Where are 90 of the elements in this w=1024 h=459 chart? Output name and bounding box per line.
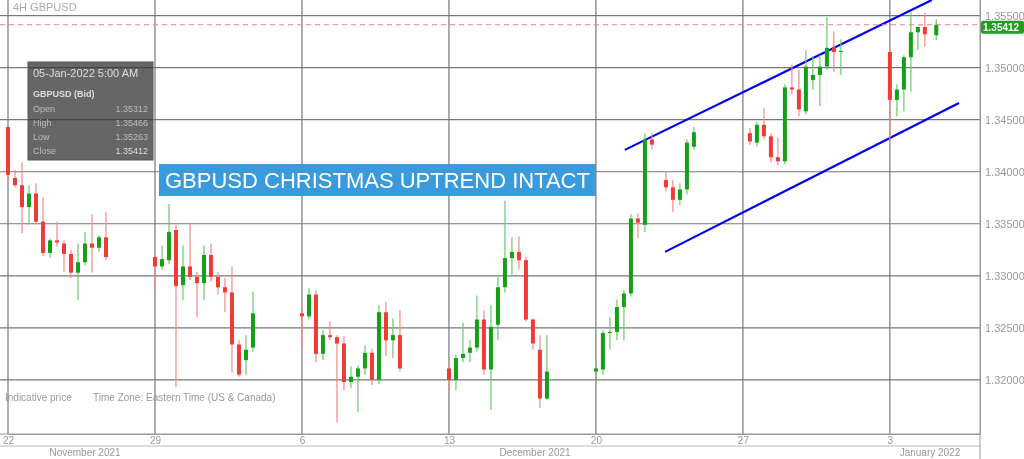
candlestick: [348, 365, 353, 389]
candlestick: [635, 212, 640, 239]
x-tick-label: 29: [149, 435, 162, 447]
y-tick-label: 1.32000: [985, 373, 1024, 386]
candlestick: [47, 237, 52, 259]
candlestick: [530, 317, 535, 351]
candlestick: [215, 271, 220, 296]
candlestick: [27, 184, 31, 226]
y-tick-label: 1.35500: [985, 9, 1024, 22]
text: GBPUSD CHRISTMAS UPTREND INTACT: [165, 168, 590, 193]
candlestick: [68, 249, 73, 279]
candlestick: [194, 271, 199, 319]
x-tick-label: 6: [299, 435, 306, 447]
candlestick: [670, 179, 675, 213]
text: November 2021: [49, 447, 122, 458]
candlestick: [467, 339, 472, 363]
y-tick-label: 1.33500: [985, 217, 1024, 230]
candlestick: [159, 245, 164, 271]
candlestick: [103, 211, 108, 261]
candlestick: [208, 242, 213, 283]
candlestick: [831, 30, 836, 73]
candlestick: [817, 54, 822, 107]
annotation: 1.35263: [115, 132, 148, 142]
candlestick: [649, 132, 654, 151]
candlestick: [446, 361, 451, 391]
y-tick-label: 1.32500: [985, 321, 1024, 334]
annotation: 05-Jan-2022 5:00 AM: [33, 67, 139, 79]
candlestick: [663, 171, 668, 193]
annotation: GBPUSD (Bid): [33, 89, 95, 99]
candlestick: [460, 322, 465, 363]
candlestick: [691, 126, 696, 151]
candlestick: [334, 334, 339, 424]
candlestick: [54, 221, 59, 248]
annotation: 1.35466: [115, 118, 148, 128]
text: January 2022: [899, 447, 961, 458]
candlestick: [934, 18, 939, 41]
candlestick: [677, 182, 682, 206]
candlestick: [61, 239, 66, 273]
y-tick-label: 1.34000: [985, 165, 1024, 178]
candlestick: [607, 316, 612, 351]
candlestick: [390, 317, 395, 359]
x-tick-label: 27: [737, 435, 750, 447]
y-tick-label: 1.33000: [985, 269, 1024, 282]
candlestick: [509, 236, 514, 276]
y-tick-label: 1.35000: [985, 61, 1024, 74]
candlestick: [593, 361, 598, 385]
candlestick: [20, 161, 24, 234]
candlestick: [13, 169, 17, 188]
candlestick: [89, 213, 94, 274]
candlestick: [327, 321, 332, 341]
candlestick: [180, 245, 185, 301]
annotation: 1.35412: [115, 146, 148, 156]
candlestick: [516, 235, 521, 271]
candlestick: [299, 307, 304, 349]
candlestick: [761, 107, 766, 141]
candlestick: [453, 354, 458, 391]
x-tick-label: 3: [887, 435, 894, 447]
candlestick: [75, 242, 80, 301]
annotation: Close: [33, 146, 57, 156]
x-tick-label: 22: [2, 435, 15, 447]
candlestick: [362, 344, 367, 376]
candlestick: [355, 364, 360, 413]
annotation: Low: [33, 132, 51, 142]
annotation: Open: [33, 104, 56, 114]
candlestick: [243, 334, 248, 376]
candlestick: [775, 136, 780, 167]
candlestick: [894, 83, 899, 118]
candlestick: [824, 16, 829, 71]
candlestick: [306, 287, 311, 321]
y-tick-label: 1.34500: [985, 113, 1024, 126]
candlestick: [152, 254, 157, 291]
annotation: 1.35312: [115, 104, 148, 114]
candlestick: [320, 329, 325, 361]
ref-line-label: 1.35412: [983, 21, 1020, 33]
candlestick: [838, 38, 843, 76]
candlestick: [187, 222, 192, 281]
candlestick: [810, 55, 815, 91]
candlestick: [754, 121, 759, 148]
candlestick: [768, 132, 773, 163]
x-tick-label: 13: [443, 435, 456, 447]
candlestick: [789, 63, 794, 96]
candlestick: [82, 231, 87, 266]
chart-subtitle: 4H GBPUSD: [13, 1, 77, 13]
annotation: High: [33, 118, 52, 128]
candlestick: [796, 69, 801, 118]
candlestick: [222, 277, 227, 313]
x-tick-label: 20: [590, 435, 603, 447]
text: December 2021: [499, 447, 572, 458]
candlestick: [915, 26, 920, 51]
candlestick: [621, 289, 626, 341]
